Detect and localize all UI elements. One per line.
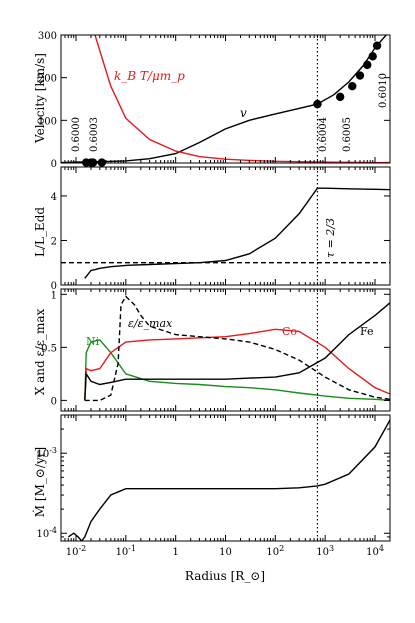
panel-3: 10-410-3	[36, 414, 391, 542]
marker-point	[368, 52, 377, 61]
marker-label-0.6005: 0.6005	[342, 117, 353, 152]
y-tick-label: 300	[38, 31, 57, 42]
x-axis-label: Radius [R_⊙]	[185, 569, 265, 583]
marker-point	[372, 41, 382, 50]
x-tick-label: 103	[316, 544, 334, 558]
marker-point	[363, 60, 372, 70]
panel-0: 0 100 200 300	[38, 31, 391, 170]
p2-ylabel: X and ε/ε_max	[33, 309, 47, 396]
label-Co: Co	[282, 325, 297, 338]
series-line-Ni	[84, 339, 390, 402]
series-line-Ṁ	[67, 419, 390, 541]
x-tick-label: 104	[366, 544, 384, 558]
x-tick-label: 10-1	[116, 544, 137, 558]
label-kT: k_B T/μm_p	[114, 69, 185, 83]
label-Ni: Ni	[86, 335, 100, 348]
label-Fe: Fe	[360, 325, 374, 338]
y-tick-label: 0.5	[41, 343, 57, 354]
y-tick-label: 10-4	[36, 526, 57, 540]
marker-point	[335, 92, 345, 102]
x-tick-label: 1	[172, 547, 178, 558]
series-line-Co	[84, 328, 390, 401]
label-v: v	[240, 106, 247, 120]
y-tick-label: 100	[38, 116, 57, 127]
panel-frame-2	[60, 288, 391, 412]
x-tick-label: 10-2	[66, 544, 87, 558]
marker-label-0.6004: 0.6004	[318, 117, 329, 152]
y-tick-label: 4	[51, 192, 57, 203]
marker-label-0.6000: 0.6000	[71, 117, 82, 152]
y-tick-label: 0	[51, 396, 57, 407]
p1-ylabel: L/L_Edd	[33, 207, 47, 257]
series-line-ε/ε_max	[84, 295, 390, 402]
panel-1: 0 2 4	[51, 166, 391, 292]
y-tick-label: 1	[51, 290, 57, 301]
y-tick-label: 2	[51, 236, 57, 247]
series-line-k_B T / μ m_p	[94, 35, 390, 163]
x-tick-label: 10	[219, 547, 232, 558]
label-eps: ε/ε_max	[128, 317, 173, 330]
marker-label-0.6003: 0.6003	[89, 117, 100, 152]
p0-ylabel: Velocity [km/s]	[33, 53, 47, 144]
panel-2: 00.51	[41, 288, 391, 412]
x-tick-label: 102	[266, 544, 284, 558]
series-line-L/L_Edd	[84, 187, 390, 279]
y-tick-label: 200	[38, 74, 57, 85]
marker-label-0.6010: 0.6010	[378, 73, 389, 108]
p3-ylabel: Ṁ [M_⊙/yr]	[32, 447, 47, 517]
label-tau: τ = 2/3	[324, 218, 337, 258]
series-line-Fe	[84, 302, 390, 401]
y-tick-label: 0	[51, 281, 57, 292]
y-tick-label: 0	[51, 159, 57, 170]
marker-point	[355, 71, 365, 80]
series-line-v	[61, 35, 388, 163]
marker-point	[348, 82, 357, 91]
